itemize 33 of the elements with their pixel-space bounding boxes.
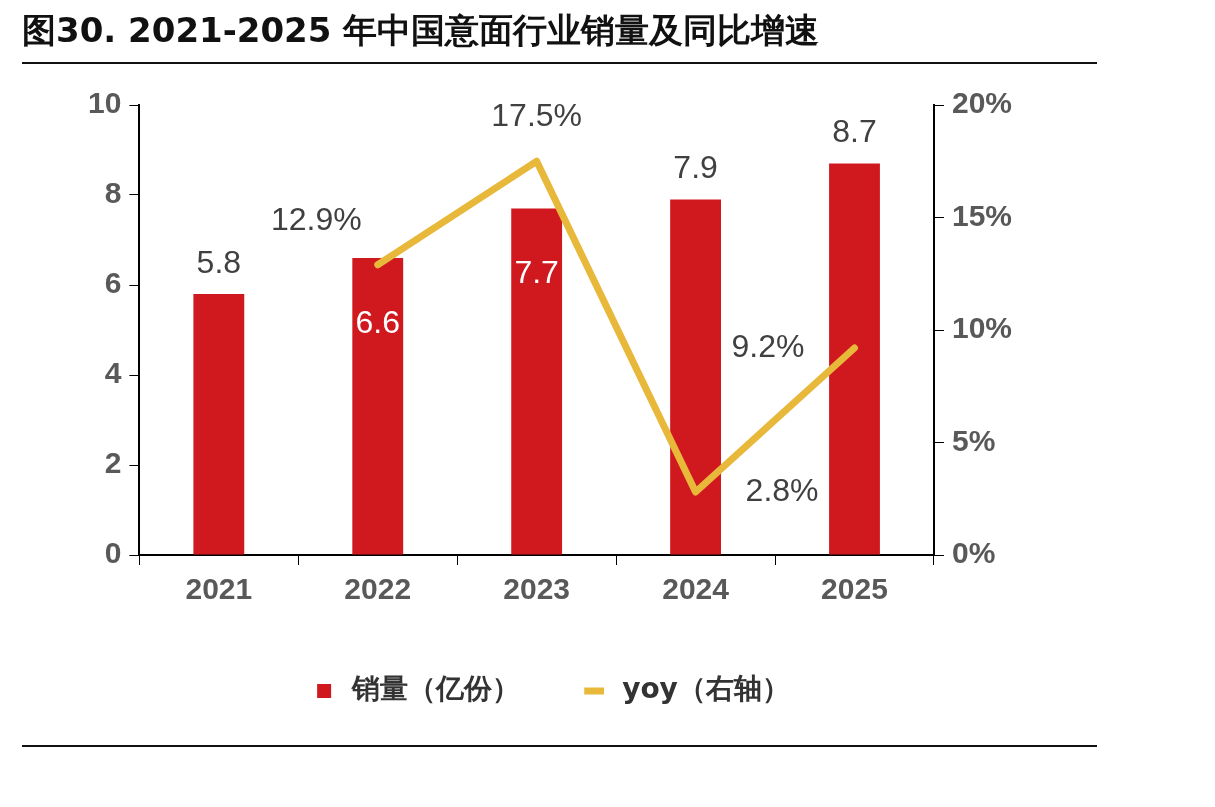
bar <box>193 294 245 555</box>
data-label: 7.9 <box>673 149 718 186</box>
bar <box>352 258 404 555</box>
x-tick-label: 2023 <box>503 572 571 606</box>
y2-tick-label: 15% <box>951 198 1012 232</box>
x-tick-label: 2024 <box>662 572 730 606</box>
data-label: 17.5% <box>491 97 583 134</box>
data-label: 12.9% <box>271 200 362 237</box>
y-tick-label: 4 <box>104 356 122 390</box>
bar <box>511 208 563 555</box>
bar <box>829 163 880 555</box>
y2-tick-label: 20% <box>951 86 1012 120</box>
y-tick-label: 8 <box>104 176 122 210</box>
legend-label: yoy（右轴） <box>622 672 790 706</box>
y-tick-label: 2 <box>104 446 122 480</box>
data-label: 8.7 <box>832 113 877 150</box>
bar <box>670 199 722 555</box>
legend-label: 销量（亿份） <box>351 672 521 706</box>
data-label: 6.6 <box>355 303 400 340</box>
x-tick-label: 2025 <box>821 572 888 606</box>
data-label: 2.8% <box>745 471 819 508</box>
y-tick-label: 6 <box>104 266 122 300</box>
y2-tick-label: 5% <box>951 423 996 457</box>
data-label: 9.2% <box>731 327 805 364</box>
data-label: 5.8 <box>196 243 242 280</box>
y-tick-label: 0 <box>104 536 122 570</box>
x-tick-label: 2022 <box>344 572 412 606</box>
chart-title: 图30. 2021-2025 年中国意面行业销量及同比增速 <box>22 8 1097 64</box>
y2-tick-label: 0% <box>951 536 996 570</box>
data-label: 7.7 <box>514 254 559 291</box>
x-tick-label: 2021 <box>185 572 253 606</box>
y-tick-label: 10 <box>87 86 122 120</box>
y2-tick-label: 10% <box>951 311 1012 345</box>
